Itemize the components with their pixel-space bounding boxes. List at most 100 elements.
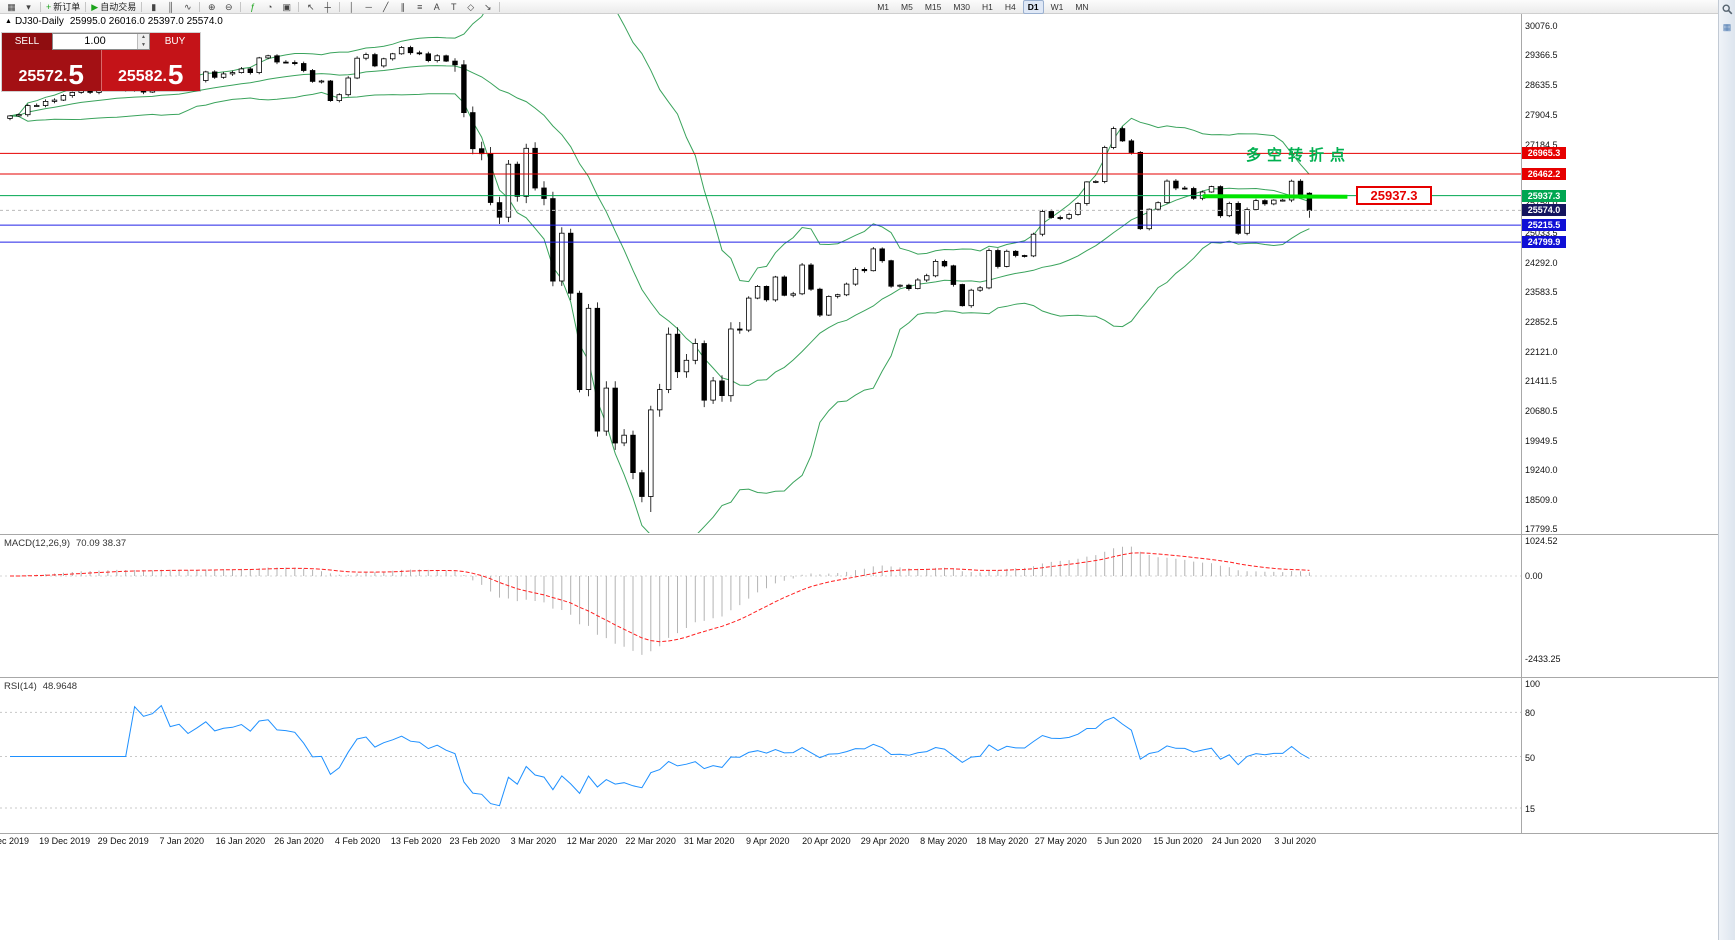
candle-chart-icon[interactable]: ▮: [151, 1, 157, 12]
date-axis-label: 3 Mar 2020: [510, 836, 557, 846]
volume-spinner: ▲ ▼: [137, 34, 149, 49]
macd-axis-label: 0.00: [1525, 571, 1543, 581]
price-axis-label: 24292.0: [1525, 258, 1558, 268]
volume-up-icon[interactable]: ▲: [138, 34, 149, 42]
date-axis-label: 0 Dec 2019: [0, 836, 30, 846]
toolbar-separator: [499, 1, 501, 12]
sell-price-button[interactable]: 25572. 5: [2, 50, 101, 91]
chart-title: ▲ DJ30-Daily 25995.0 26016.0 25397.0 25574…: [5, 16, 223, 27]
zoom-in-icon[interactable]: ⊕: [207, 1, 216, 12]
chart-dropdown-icon[interactable]: ▾: [26, 1, 31, 12]
price-axis-label: 28635.5: [1525, 80, 1558, 90]
date-axis-label: 22 Mar 2020: [625, 836, 676, 846]
buy-price-button[interactable]: 25582. 5: [100, 50, 200, 91]
macd-axis-label: -2433.25: [1525, 654, 1561, 664]
shapes-icon[interactable]: ◇: [467, 1, 475, 12]
price-marker-badge: 25937.3: [1522, 189, 1566, 202]
timeframe-m5[interactable]: M5: [901, 1, 913, 12]
date-axis-label: 9 Apr 2020: [746, 836, 790, 846]
buy-price-pips: 5: [167, 59, 184, 90]
zoom-out-icon[interactable]: ⊖: [224, 1, 233, 12]
timeframe-d1[interactable]: D1: [1022, 0, 1044, 14]
macd-indicator-label: MACD(12,26,9) 70.09 38.37: [4, 538, 127, 549]
macd-values: 70.09 38.37: [76, 538, 127, 549]
templates-icon[interactable]: ▣: [282, 1, 291, 12]
sell-button[interactable]: SELL: [2, 33, 52, 50]
buy-button[interactable]: BUY: [150, 33, 200, 50]
new-chart-icon[interactable]: ▦: [7, 1, 16, 12]
price-axis-label: 30076.0: [1525, 21, 1558, 31]
bar-chart-icon[interactable]: ║: [167, 1, 174, 12]
autotrading-button[interactable]: ▶ 自动交易: [91, 1, 137, 13]
price-axis-label: 17799.5: [1525, 523, 1558, 534]
date-axis-label: 26 Jan 2020: [274, 836, 324, 846]
fibonacci-icon[interactable]: ≡: [417, 1, 423, 12]
toolbar-separator: [339, 1, 341, 12]
volume-down-icon[interactable]: ▼: [138, 41, 149, 49]
price-axis-label: 19949.5: [1525, 435, 1558, 446]
timeframe-mn[interactable]: MN: [1075, 1, 1089, 12]
toolbar-separator: [240, 1, 242, 12]
price-axis-label: 20680.5: [1525, 405, 1558, 416]
rsi-axis-label: 100: [1525, 679, 1541, 689]
search-icon[interactable]: [1721, 2, 1733, 20]
timeframe-m1[interactable]: M1: [877, 1, 890, 12]
channel-icon[interactable]: ∥: [400, 1, 405, 12]
toolbar-separator: [199, 1, 201, 12]
price-axis-label: 22121.0: [1525, 346, 1558, 357]
price-marker-badge: 26965.3: [1522, 147, 1566, 160]
vertical-line-icon[interactable]: │: [348, 1, 355, 12]
crosshair-icon[interactable]: ┼: [324, 1, 331, 12]
panel-icon[interactable]: ▦: [1722, 22, 1732, 32]
timeframe-w1[interactable]: W1: [1050, 1, 1064, 12]
cursor-icon[interactable]: ↖: [306, 1, 315, 12]
price-marker-badge: 25574.0: [1522, 204, 1566, 217]
date-axis-label: 13 Feb 2020: [390, 836, 442, 846]
date-axis-label: 29 Dec 2019: [97, 836, 149, 846]
sell-price-pips: 5: [68, 59, 84, 90]
date-axis-label: 15 Jun 2020: [1153, 836, 1203, 846]
sell-price: 25572.: [18, 68, 68, 85]
price-callout-label[interactable]: 25937.3: [1356, 186, 1432, 205]
pivot-annotation[interactable]: 多空转折点: [1246, 147, 1352, 164]
label-icon[interactable]: T: [450, 1, 457, 12]
new-order-button[interactable]: + 新订单: [46, 1, 81, 13]
date-axis-label: 19 Dec 2019: [39, 836, 91, 846]
symbol-period-label: DJ30-Daily: [14, 16, 64, 27]
periods-icon[interactable]: ◔: [267, 1, 273, 12]
volume-input[interactable]: 1.00: [84, 35, 106, 47]
toolbar-separator: [141, 1, 143, 12]
timeframe-h4[interactable]: H4: [1004, 1, 1016, 12]
date-axis-label: 7 Jan 2020: [159, 836, 205, 846]
timeframe-h1[interactable]: H1: [981, 1, 993, 12]
rsi-axis-label: 80: [1525, 708, 1536, 719]
timeframe-group: M1 M5 M15 M30 H1 H4 D1 W1 MN: [871, 0, 1094, 14]
date-axis-label: 5 Jun 2020: [1097, 836, 1142, 846]
price-axis-label: 22852.5: [1525, 316, 1558, 327]
toolbar: ▦ ▾ + 新订单 ▶ 自动交易 ▮ ║ ∿ ⊕ ⊖ ƒ ◔ ▣ ↖ ┼ │ ─ ╱ ∥ ≡ A T ◇ ↘ M1 M5 M15 M30…: [0, 0, 1718, 14]
date-axis-label: 3 Jul 2020: [1274, 836, 1316, 846]
toolbar-separator: [298, 1, 300, 12]
indicators-icon[interactable]: ƒ: [250, 1, 256, 12]
price-axis-label: 21411.5: [1525, 376, 1557, 386]
price-axis-label: 29366.5: [1525, 50, 1558, 61]
trendline-icon[interactable]: ╱: [383, 1, 389, 12]
date-axis-label: 16 Jan 2020: [215, 836, 266, 846]
price-marker-badge: 25215.5: [1522, 219, 1566, 232]
rsi-indicator-label: RSI(14) 48.9648: [4, 681, 78, 692]
price-axis-label: 27904.5: [1525, 110, 1558, 120]
arrow-tool-icon[interactable]: ↘: [483, 1, 492, 12]
timeframe-m15[interactable]: M15: [924, 1, 942, 12]
timeframe-m30[interactable]: M30: [953, 1, 970, 12]
horizontal-line-icon[interactable]: ─: [365, 1, 372, 12]
price-marker-badge: 26462.2: [1522, 168, 1566, 180]
line-chart-icon[interactable]: ∿: [183, 1, 192, 12]
right-scroll-strip[interactable]: ▦: [1718, 0, 1735, 940]
buy-price: 25582.: [117, 68, 167, 85]
chart-marker-icon: ▲: [5, 18, 12, 25]
rsi-axis-label: 15: [1525, 804, 1536, 814]
text-icon[interactable]: A: [433, 1, 440, 12]
